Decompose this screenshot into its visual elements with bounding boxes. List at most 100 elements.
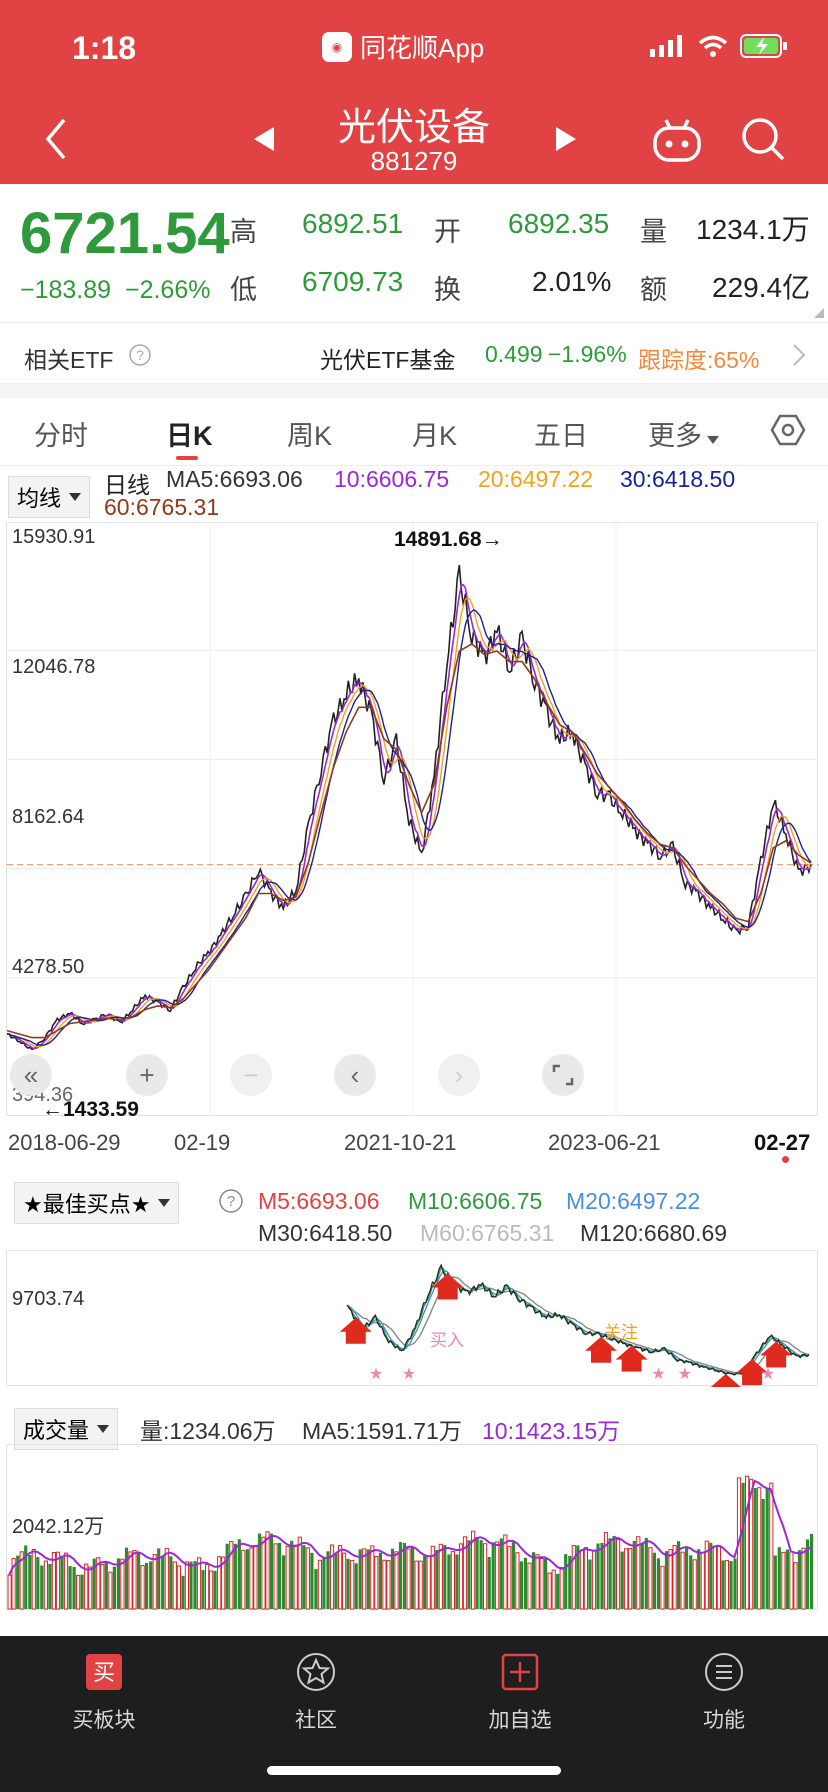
buy-point-svg: ★ ★ ★ ★ ★ [339,1263,810,1387]
tab-weekly-k[interactable]: 周K [287,421,333,451]
prev-stock-icon[interactable] [252,126,276,152]
buy-arrow-marker [339,1317,372,1344]
date-label-2: 02-19 [174,1130,231,1155]
volume-bar [233,1543,237,1609]
volume-bar [398,1542,403,1609]
next-stock-icon[interactable] [554,126,578,152]
volume-bar [483,1543,488,1610]
volume-dropdown-label: 成交量 [23,1418,90,1443]
volume-value: 1234.1万 [696,214,810,245]
kline-chart[interactable] [6,522,819,1117]
tab-daily-k[interactable]: 日K [166,421,213,451]
change-percent: −2.66% [124,276,211,304]
volume-bar [278,1542,282,1609]
indicator-dropdown[interactable]: 均线 [8,476,91,518]
volume-bar [229,1541,234,1610]
volume-chart[interactable] [6,1444,818,1610]
rewind-icon[interactable]: « [10,1054,52,1096]
change-value: −183.89 [20,276,112,304]
volume-bar [491,1542,495,1609]
robot-icon[interactable] [652,116,702,164]
volume-bar [495,1541,500,1610]
volume-bar [370,1545,375,1610]
date-label-3: 2021-10-21 [344,1130,457,1155]
volume-y-label: 2042.12万 [12,1516,105,1538]
buy-indicator-dropdown[interactable]: ★最佳买点★ [14,1182,180,1224]
zoom-in-icon[interactable]: + [126,1054,168,1096]
volume-bar [689,1555,693,1609]
back-icon[interactable] [44,118,68,160]
nav-add-watchlist[interactable]: 加自选 [460,1652,580,1734]
volume-bar [378,1552,382,1609]
scroll-left-icon[interactable]: ‹ [334,1054,376,1096]
tab-five-day[interactable]: 五日 [534,421,588,451]
price-line [7,564,812,1051]
volume-bar [80,1574,84,1609]
volume-bar [591,1550,597,1610]
volume-bar [769,1482,774,1610]
volume-bar [132,1550,137,1610]
volume-bar [685,1546,689,1609]
volume-bar [716,1545,721,1610]
volume-bar [664,1551,669,1609]
volume-bar [700,1552,705,1610]
buy-arrow-marker [615,1345,648,1372]
volume-bar [579,1550,584,1610]
period-tabs: 分时 日K 周K 月K 五日 更多 [0,398,828,466]
volume-bar [374,1556,379,1610]
y-label-4: 4278.50 [12,956,85,978]
volume-bar [84,1563,89,1610]
settings-icon[interactable] [770,412,806,448]
volume-bar [556,1573,560,1609]
nav-buy-sector[interactable]: 买 买板块 [44,1652,164,1734]
chevron-right-icon [793,344,806,366]
tab-more-label: 更多 [648,421,702,451]
volume-bar [124,1547,129,1609]
scroll-right-icon[interactable]: › [438,1054,480,1096]
etf-row[interactable]: 相关ETF ? 光伏ETF基金 0.499 −1.96% 跟踪度:65% [0,322,828,384]
volume-bar [761,1499,765,1609]
buy-arrow-marker [710,1373,741,1387]
nav-community-label: 社区 [295,1709,337,1732]
volume-bar [60,1555,64,1609]
tab-more[interactable]: 更多 [648,414,720,453]
buy-point-chart[interactable]: ★ ★ ★ ★ ★ [6,1250,818,1387]
volume-bar [108,1571,113,1610]
volume-bar [366,1549,370,1609]
volume-bar [660,1565,665,1610]
volume-bar [479,1540,483,1609]
community-icon [297,1653,335,1691]
buy-m120: M120:6680.69 [580,1220,728,1246]
price-change: −183.89 −2.66% [20,276,210,305]
volume-bar [128,1551,133,1610]
nav-functions[interactable]: 功能 [664,1652,784,1734]
volume-dropdown[interactable]: 成交量 [14,1408,119,1450]
volume-bar [16,1555,20,1609]
caret-down-icon [97,1425,110,1433]
volume-bar [213,1570,217,1609]
last-price: 6721.54 [20,201,230,266]
buy-y-label: 9703.74 [12,1288,85,1310]
volume-bar [628,1548,633,1610]
zoom-out-icon[interactable]: − [230,1054,272,1096]
tab-monthly-k[interactable]: 月K [412,421,458,451]
buy-marker-label: 买入 [430,1331,464,1350]
app-header: 1:18 ◉ 同花顺App 光伏设备 881279 [0,0,828,184]
help-icon[interactable]: ? [128,343,152,367]
buy-arrow-marker [760,1341,793,1368]
volume-bar [164,1547,169,1610]
volume-ma10: 10:1423.15万 [482,1418,621,1444]
help-icon[interactable]: ? [218,1188,244,1214]
tab-intraday[interactable]: 分时 [34,421,88,451]
volume-bar [140,1565,145,1610]
fullscreen-icon[interactable] [542,1054,584,1096]
volume-bar [568,1555,572,1609]
volume-bar [632,1541,636,1609]
volume-bar [712,1545,717,1610]
separator [0,384,828,398]
etf-change: −1.96% [548,341,627,367]
search-icon[interactable] [740,116,786,162]
nav-community[interactable]: 社区 [256,1652,376,1734]
nav-add-watchlist-label: 加自选 [488,1709,552,1732]
volume-bar [326,1551,330,1609]
